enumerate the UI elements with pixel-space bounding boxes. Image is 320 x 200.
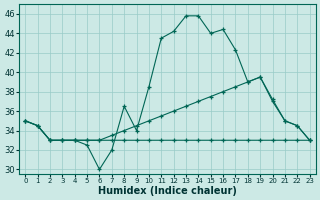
X-axis label: Humidex (Indice chaleur): Humidex (Indice chaleur): [98, 186, 237, 196]
